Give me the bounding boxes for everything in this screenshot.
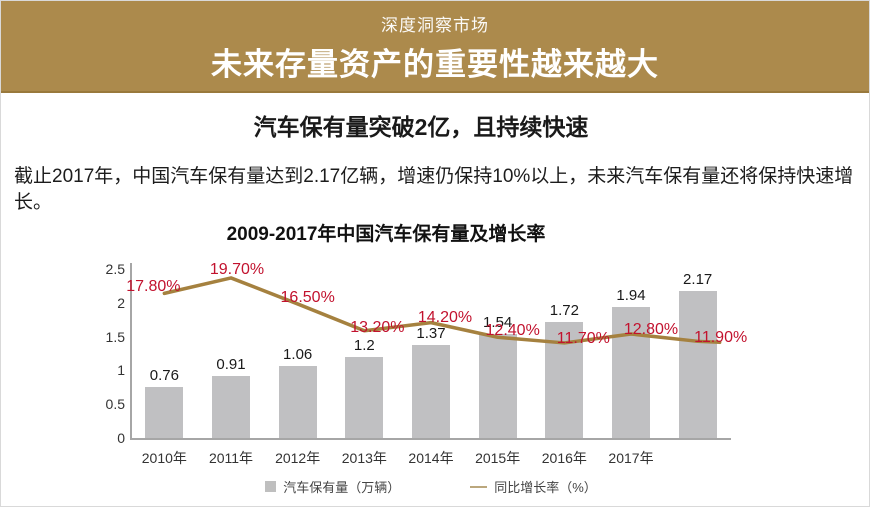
growth-rate-label: 12.40%: [485, 322, 540, 340]
bar: [478, 333, 517, 438]
x-tick-label: 2012年: [275, 450, 321, 466]
legend-item-bar-series: 汽车保有量（万辆）: [265, 477, 400, 496]
y-axis: [130, 263, 132, 439]
y-tick-label: 2.5: [105, 261, 125, 277]
growth-rate-label: 14.20%: [417, 308, 473, 326]
legend-item-line-series: 同比增长率（%）: [470, 477, 597, 496]
bar-value-label: 0.91: [216, 356, 246, 374]
banner-title: 未来存量资产的重要性越来越大: [211, 47, 659, 82]
y-tick-label: 1.5: [105, 328, 125, 345]
y-tick-label: 0.5: [105, 396, 125, 413]
x-tick-label: 2015年: [475, 450, 521, 466]
y-tick-label: 2: [117, 294, 125, 311]
legend-label: 同比增长率（%）: [494, 480, 597, 495]
x-tick-label: 2010年: [141, 450, 187, 466]
growth-rate-label: 17.80%: [126, 278, 181, 296]
bar: [412, 345, 450, 438]
intro-paragraph: 截止2017年，中国汽车保有量达到2.17亿辆，增速仍保持10%以上，未来汽车保…: [14, 166, 854, 213]
bar: [145, 386, 184, 438]
banner-kicker: 深度洞察市场: [381, 16, 489, 35]
growth-rate-label: 19.70%: [209, 260, 265, 278]
banner: 深度洞察市场 未来存量资产的重要性越来越大: [1, 1, 869, 93]
x-tick-label: 2011年: [208, 450, 254, 466]
bar-value-label: 1.94: [616, 286, 646, 304]
bar-value-label: 0.76: [149, 366, 179, 384]
y-tick-label: 0: [117, 430, 125, 446]
bar: [678, 291, 717, 438]
bar-value-label: 1.2: [353, 336, 375, 354]
bar-value-label: 1.06: [283, 346, 313, 364]
x-tick-label: 2016年: [541, 450, 587, 466]
legend: 汽车保有量（万辆） 同比增长率（%）: [131, 477, 731, 496]
bar: [278, 366, 317, 438]
bar-value-label: 1.37: [416, 325, 446, 343]
x-tick-label: 2013年: [341, 450, 387, 466]
x-axis: [130, 438, 731, 440]
growth-rate-label: 11.70%: [556, 329, 610, 347]
growth-rate-label: 11.90%: [694, 329, 748, 347]
bar: [345, 356, 384, 438]
x-tick-label: 2014年: [408, 450, 454, 466]
line-series-swatch-icon: [470, 485, 488, 488]
y-tick-label: 1: [117, 362, 125, 379]
legend-label: 汽车保有量（万辆）: [283, 480, 401, 495]
growth-rate-label: 12.80%: [623, 321, 679, 338]
slide-subtitle: 汽车保有量突破2亿，且持续快速: [253, 114, 589, 140]
x-tick-label: 2017年: [608, 450, 654, 466]
bar-value-label: 1.72: [549, 301, 579, 319]
chart-title: 2009-2017年中国汽车保有量及增长率: [226, 224, 546, 245]
bar-series-swatch-icon: [265, 481, 277, 492]
growth-rate-label: 16.50%: [280, 288, 335, 306]
bar: [212, 376, 250, 438]
growth-rate-label: 13.20%: [350, 318, 405, 336]
bar-value-label: 2.17: [683, 271, 713, 289]
